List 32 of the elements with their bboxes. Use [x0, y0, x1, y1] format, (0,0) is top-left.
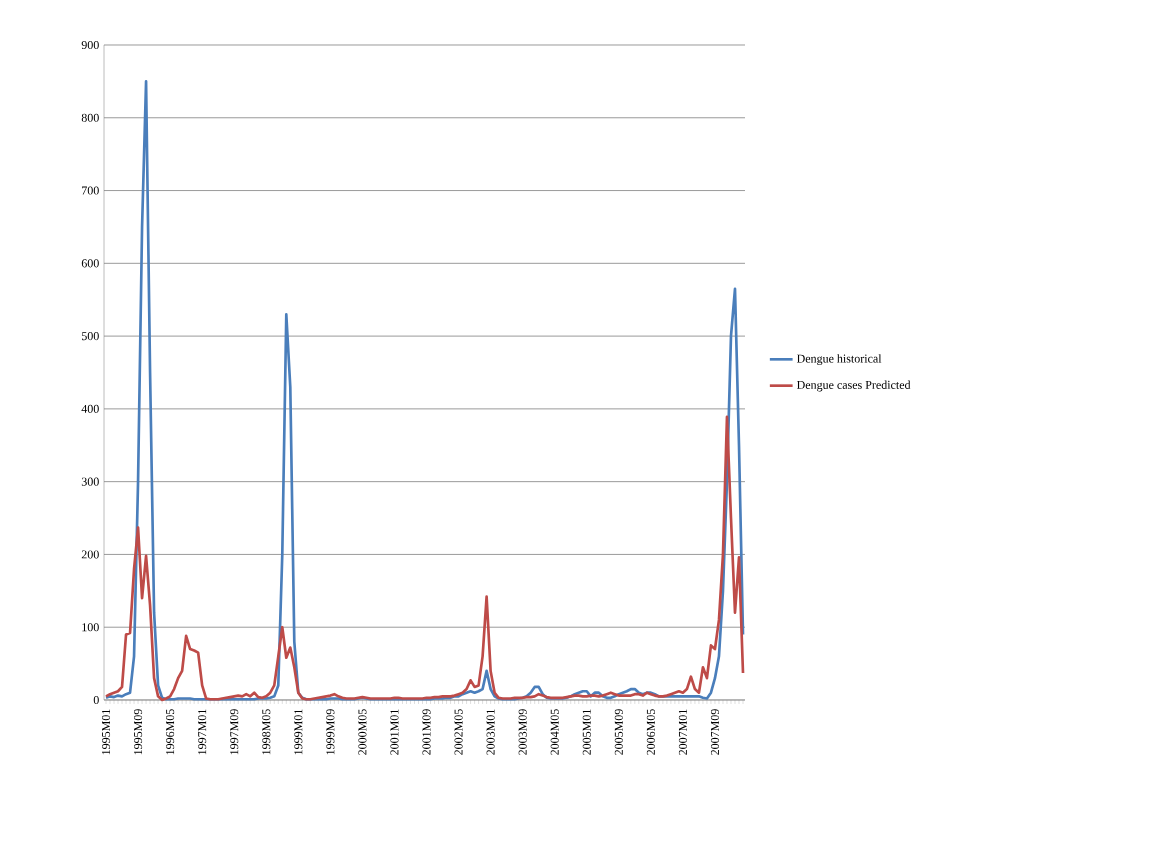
x-tick-label: 2004M05 [550, 709, 559, 755]
x-tick-label: 2005M01 [582, 709, 591, 755]
x-tick-label: 1999M01 [294, 709, 303, 755]
y-tick-label: 400 [81, 404, 99, 413]
y-tick-label: 300 [81, 477, 99, 486]
y-tick-label: 0 [93, 695, 99, 705]
x-tick-label: 2001M01 [390, 709, 399, 755]
x-tick-label: 2007M09 [710, 709, 720, 755]
x-tick-label: 2003M01 [486, 709, 495, 755]
x-tick-label: 2006M05 [646, 709, 655, 755]
x-tick-label: 1997M09 [230, 709, 239, 755]
x-tick-label: 2001M09 [422, 709, 431, 755]
x-tick-label: 2002M05 [454, 709, 463, 755]
y-tick-label: 600 [81, 259, 99, 268]
y-tick-label: 500 [81, 332, 99, 341]
x-tick-label: 1997M01 [198, 709, 207, 755]
y-tick-label: 800 [81, 113, 99, 122]
x-tick-label: 2003M09 [518, 709, 527, 755]
x-tick-label: 1998M05 [262, 709, 271, 755]
y-tick-label: 200 [81, 550, 99, 559]
x-tick-label: 1999M09 [326, 709, 335, 755]
y-tick-label: 900 [81, 40, 99, 50]
legend-label: Dengue historical [796, 354, 882, 366]
legend-label: Dengue cases Predicted [796, 380, 911, 392]
y-tick-label: 700 [82, 186, 99, 195]
x-tick-label: 1996M05 [166, 709, 175, 755]
x-tick-label: 1995M09 [134, 709, 143, 755]
x-tick-label: 1995M01 [101, 709, 111, 755]
x-tick-label: 2000M05 [358, 709, 367, 755]
x-tick-label: 2005M09 [614, 709, 623, 755]
x-tick-label: 2007M01 [678, 709, 687, 755]
y-tick-label: 100 [82, 623, 99, 632]
